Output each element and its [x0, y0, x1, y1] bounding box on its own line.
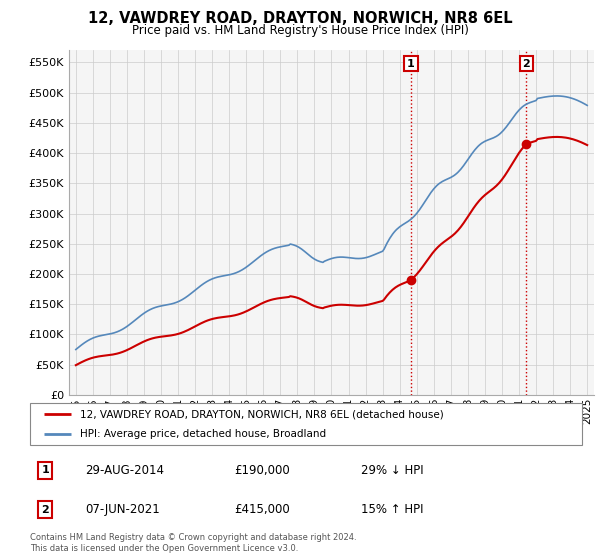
Text: 1: 1: [41, 465, 49, 475]
Text: 12, VAWDREY ROAD, DRAYTON, NORWICH, NR8 6EL (detached house): 12, VAWDREY ROAD, DRAYTON, NORWICH, NR8 …: [80, 409, 443, 419]
Text: 2: 2: [41, 505, 49, 515]
Text: 12, VAWDREY ROAD, DRAYTON, NORWICH, NR8 6EL: 12, VAWDREY ROAD, DRAYTON, NORWICH, NR8 …: [88, 11, 512, 26]
Text: 1: 1: [407, 59, 415, 69]
Text: £190,000: £190,000: [234, 464, 290, 477]
Text: 15% ↑ HPI: 15% ↑ HPI: [361, 503, 424, 516]
Text: 29% ↓ HPI: 29% ↓ HPI: [361, 464, 424, 477]
Text: 07-JUN-2021: 07-JUN-2021: [85, 503, 160, 516]
Text: £415,000: £415,000: [234, 503, 290, 516]
Text: HPI: Average price, detached house, Broadland: HPI: Average price, detached house, Broa…: [80, 429, 326, 438]
FancyBboxPatch shape: [30, 403, 582, 445]
Text: Contains HM Land Registry data © Crown copyright and database right 2024.
This d: Contains HM Land Registry data © Crown c…: [30, 533, 356, 553]
Text: 29-AUG-2014: 29-AUG-2014: [85, 464, 164, 477]
Text: 2: 2: [523, 59, 530, 69]
Text: Price paid vs. HM Land Registry's House Price Index (HPI): Price paid vs. HM Land Registry's House …: [131, 24, 469, 36]
